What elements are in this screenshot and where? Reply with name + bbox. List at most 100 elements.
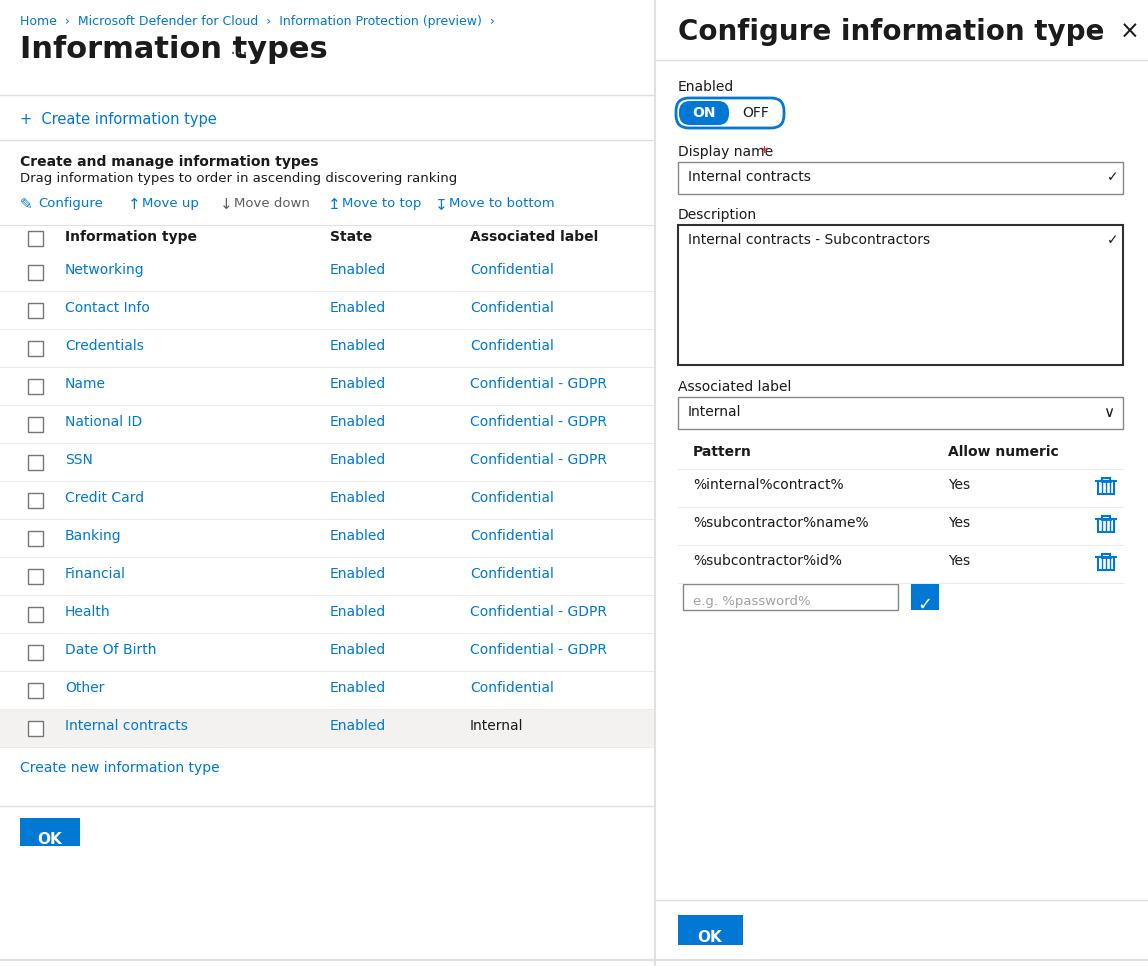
FancyBboxPatch shape (28, 455, 42, 470)
Text: Internal contracts: Internal contracts (688, 170, 810, 184)
Text: Description: Description (678, 208, 758, 222)
Text: Enabled: Enabled (329, 681, 386, 695)
Text: Configure: Configure (38, 197, 103, 210)
FancyBboxPatch shape (676, 98, 784, 128)
Text: ✓: ✓ (1107, 233, 1118, 247)
Text: Confidential: Confidential (470, 301, 553, 315)
FancyBboxPatch shape (28, 721, 42, 736)
Text: National ID: National ID (65, 415, 142, 429)
Text: Confidential - GDPR: Confidential - GDPR (470, 453, 607, 467)
Text: Internal: Internal (470, 719, 523, 733)
Text: Enabled: Enabled (329, 719, 386, 733)
Text: Confidential: Confidential (470, 339, 553, 353)
Text: %subcontractor%id%: %subcontractor%id% (693, 554, 841, 568)
FancyBboxPatch shape (28, 265, 42, 280)
Text: +  Create information type: + Create information type (20, 112, 217, 127)
FancyBboxPatch shape (28, 341, 42, 356)
FancyBboxPatch shape (28, 683, 42, 698)
Text: Enabled: Enabled (329, 567, 386, 581)
FancyBboxPatch shape (28, 303, 42, 318)
Text: Enabled: Enabled (329, 301, 386, 315)
Text: ON: ON (692, 106, 715, 120)
Text: Confidential: Confidential (470, 529, 553, 543)
FancyBboxPatch shape (678, 101, 729, 125)
Text: Pattern: Pattern (693, 445, 752, 459)
FancyBboxPatch shape (678, 162, 1123, 194)
FancyBboxPatch shape (683, 584, 898, 610)
Text: ✓: ✓ (1107, 170, 1118, 184)
Text: Financial: Financial (65, 567, 126, 581)
Text: Yes: Yes (948, 478, 970, 492)
FancyBboxPatch shape (678, 915, 743, 945)
Text: OFF: OFF (743, 106, 769, 120)
Text: Create new information type: Create new information type (20, 761, 219, 775)
Text: Internal contracts: Internal contracts (65, 719, 188, 733)
Text: Allow numeric: Allow numeric (948, 445, 1058, 459)
Text: Yes: Yes (948, 516, 970, 530)
FancyBboxPatch shape (28, 531, 42, 546)
Text: Enabled: Enabled (329, 491, 386, 505)
Text: Configure information type: Configure information type (678, 18, 1104, 46)
Text: Name: Name (65, 377, 106, 391)
Text: Confidential - GDPR: Confidential - GDPR (470, 643, 607, 657)
FancyBboxPatch shape (0, 709, 656, 747)
Text: Contact Info: Contact Info (65, 301, 150, 315)
Text: Enabled: Enabled (329, 339, 386, 353)
Text: Enabled: Enabled (329, 453, 386, 467)
Text: Display name: Display name (678, 145, 773, 159)
Text: Credit Card: Credit Card (65, 491, 145, 505)
Text: Enabled: Enabled (329, 415, 386, 429)
Text: ↥: ↥ (328, 197, 341, 212)
FancyBboxPatch shape (28, 379, 42, 394)
Text: Confidential - GDPR: Confidential - GDPR (470, 377, 607, 391)
Text: Enabled: Enabled (329, 377, 386, 391)
Text: Enabled: Enabled (329, 529, 386, 543)
Text: Confidential: Confidential (470, 263, 553, 277)
Text: Other: Other (65, 681, 104, 695)
Text: ✓: ✓ (917, 596, 932, 614)
Text: ×: × (1120, 20, 1140, 44)
Text: Move down: Move down (234, 197, 310, 210)
Text: Enabled: Enabled (678, 80, 735, 94)
Text: Associated label: Associated label (470, 230, 598, 244)
Text: Drag information types to order in ascending discovering ranking: Drag information types to order in ascen… (20, 172, 457, 185)
Text: ✎: ✎ (20, 197, 33, 212)
Text: Information type: Information type (65, 230, 197, 244)
FancyBboxPatch shape (912, 584, 939, 610)
Text: Banking: Banking (65, 529, 122, 543)
Text: Date Of Birth: Date Of Birth (65, 643, 156, 657)
FancyBboxPatch shape (28, 645, 42, 660)
Text: Enabled: Enabled (329, 643, 386, 657)
Text: Confidential: Confidential (470, 567, 553, 581)
FancyBboxPatch shape (28, 417, 42, 432)
Text: Create and manage information types: Create and manage information types (20, 155, 318, 169)
Text: State: State (329, 230, 372, 244)
Text: Move to bottom: Move to bottom (449, 197, 554, 210)
Text: ↧: ↧ (435, 197, 448, 212)
Text: Information types: Information types (20, 35, 327, 64)
Text: Enabled: Enabled (329, 605, 386, 619)
Text: ↑: ↑ (127, 197, 141, 212)
Text: ∨: ∨ (1103, 405, 1114, 420)
Text: ↓: ↓ (220, 197, 233, 212)
Text: *: * (761, 145, 768, 159)
FancyBboxPatch shape (678, 397, 1123, 429)
FancyBboxPatch shape (28, 607, 42, 622)
Text: Confidential: Confidential (470, 681, 553, 695)
Text: Associated label: Associated label (678, 380, 791, 394)
Text: Confidential - GDPR: Confidential - GDPR (470, 415, 607, 429)
Text: e.g. %password%: e.g. %password% (693, 595, 810, 608)
Text: Confidential: Confidential (470, 491, 553, 505)
FancyBboxPatch shape (28, 493, 42, 508)
Text: Internal contracts - Subcontractors: Internal contracts - Subcontractors (688, 233, 930, 247)
Text: %internal%contract%: %internal%contract% (693, 478, 844, 492)
Text: …: … (230, 40, 248, 58)
FancyBboxPatch shape (28, 231, 42, 246)
Text: %subcontractor%name%: %subcontractor%name% (693, 516, 869, 530)
Text: Internal: Internal (688, 405, 742, 419)
Text: Yes: Yes (948, 554, 970, 568)
FancyBboxPatch shape (678, 225, 1123, 365)
Text: Networking: Networking (65, 263, 145, 277)
Text: Move to top: Move to top (342, 197, 421, 210)
Text: OK: OK (38, 832, 62, 847)
